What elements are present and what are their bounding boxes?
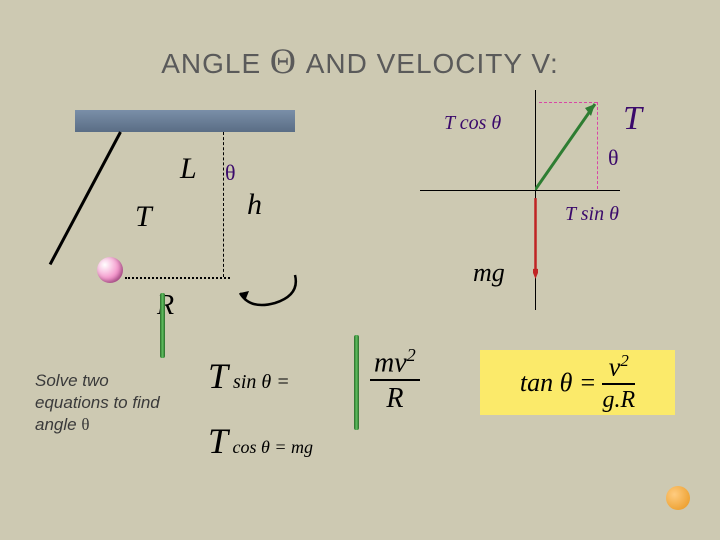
force-diagram: T cos θ T θ T sin θ mg [430, 90, 670, 310]
weight-vector-arrow [533, 190, 538, 287]
divider-bar-2 [354, 335, 359, 430]
fraction-numerator: mv2 [370, 345, 420, 381]
horizontal-axis [420, 190, 620, 191]
tension-vector-arrow [535, 94, 605, 190]
tan-result-box: tan θ = v2 g.R [480, 350, 675, 415]
label-mg: mg [473, 258, 505, 288]
label-h: h [247, 188, 262, 222]
radius-guideline [125, 277, 230, 279]
solve-theta: θ [81, 415, 89, 434]
solve-line1: Solve two [35, 371, 109, 390]
eq-Tcos-T: T [208, 421, 228, 461]
eq-Tcos-rest: cos θ = mg [228, 437, 313, 457]
label-L: L [180, 152, 197, 186]
solve-line2: equations to find [35, 393, 160, 412]
pendulum-diagram: L θ h T R [75, 110, 345, 310]
tan-lhs: tan θ = [520, 368, 597, 398]
fraction-denominator: R [370, 381, 420, 415]
eq-Tsin-rest: sin θ = [228, 371, 290, 393]
label-Tcos: T cos θ [444, 112, 501, 135]
equation-Tcos: T cos θ = mg [208, 420, 313, 462]
label-T-vector: T [623, 100, 642, 138]
fraction-mv2R: mv2 R [370, 345, 420, 415]
label-theta-right: θ [608, 145, 619, 171]
title-rest: AND VELOCITY V: [306, 48, 559, 79]
string-line [49, 131, 122, 265]
divider-bar-1 [160, 293, 165, 358]
ceiling-bar [75, 110, 295, 132]
label-theta-left: θ [225, 160, 236, 186]
equation-Tsin: T sin θ = [208, 355, 290, 397]
tan-fraction: v2 g.R [602, 351, 635, 414]
solve-instructions: Solve two equations to find angle θ [35, 370, 195, 436]
eq-Tsin-T: T [208, 356, 228, 396]
pendulum-ball [97, 257, 123, 283]
title-word1: ANGLE [161, 48, 261, 79]
label-Tsin: T sin θ [565, 203, 619, 226]
rotation-arrow-icon [235, 265, 305, 310]
label-T-left: T [135, 200, 152, 234]
slide-title: ANGLE Θ AND VELOCITY V: [0, 40, 720, 82]
title-theta: Θ [270, 41, 297, 81]
slide-number-dot [666, 486, 690, 510]
vertical-guideline [223, 132, 224, 277]
solve-line3: angle [35, 415, 81, 434]
